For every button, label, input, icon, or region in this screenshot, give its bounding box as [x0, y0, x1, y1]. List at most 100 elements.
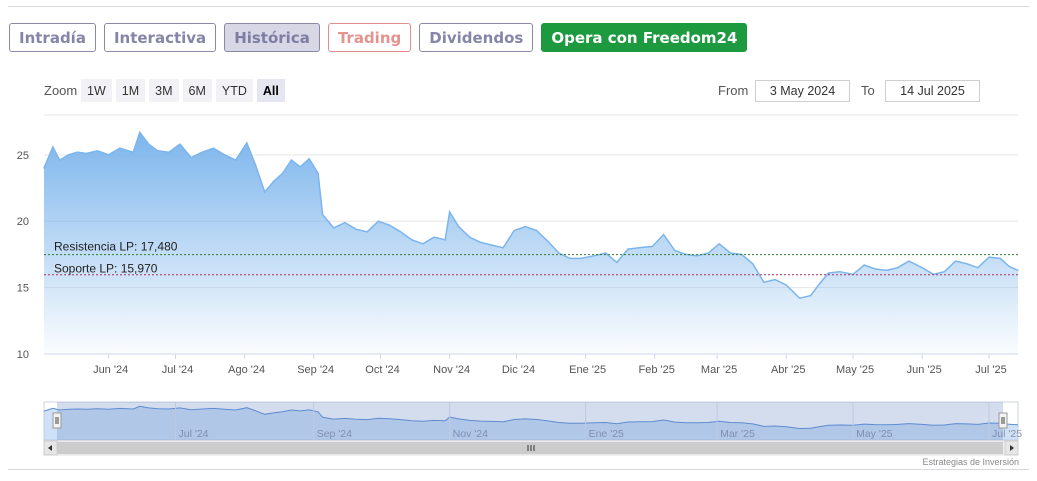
- price-point: [480, 241, 482, 244]
- price-point: [707, 252, 709, 254]
- price-point: [290, 159, 292, 161]
- price-point: [616, 261, 618, 263]
- zoom-label: Zoom: [44, 83, 78, 98]
- arrow-left-icon: [48, 445, 52, 451]
- price-point: [433, 236, 435, 238]
- price-point: [966, 263, 968, 265]
- price-point: [59, 159, 61, 161]
- y-tick-label: 20: [17, 216, 29, 228]
- resistance-label: Resistencia LP: 17,480: [54, 240, 178, 254]
- navigator-right-handle[interactable]: [998, 412, 1008, 429]
- price-point: [810, 295, 812, 297]
- price-point: [223, 154, 226, 156]
- price-point: [627, 248, 629, 250]
- x-tick-label: Ago '24: [228, 364, 265, 376]
- price-point: [119, 147, 121, 149]
- freedom24-cta-button[interactable]: Opera con Freedom24: [541, 23, 748, 52]
- scrollbar-thumb[interactable]: [57, 442, 1003, 454]
- price-point: [752, 263, 754, 265]
- price-point: [273, 180, 275, 182]
- price-area: [44, 132, 1018, 354]
- price-point: [696, 255, 698, 257]
- price-point: [52, 146, 54, 148]
- price-point: [388, 224, 391, 226]
- zoom-1m-button[interactable]: 1M: [115, 79, 146, 102]
- range-to-input[interactable]: 14 Jul 2025: [885, 80, 980, 102]
- price-point: [547, 240, 549, 242]
- range-from-label: From: [718, 83, 749, 98]
- y-tick-label: 25: [17, 150, 29, 162]
- x-tick-label: Mar '25: [701, 364, 737, 376]
- y-tick-label: 10: [17, 349, 29, 361]
- price-point: [96, 150, 99, 152]
- price-point: [491, 244, 493, 246]
- zoom-6m-button[interactable]: 6M: [182, 79, 212, 102]
- arrow-right-icon: [1010, 445, 1014, 451]
- x-tick-label: Ene '25: [569, 364, 606, 376]
- price-point: [897, 267, 899, 269]
- zoom-1w-button[interactable]: 1W: [81, 79, 112, 102]
- price-point: [212, 147, 214, 149]
- price-point: [108, 154, 110, 156]
- price-point: [344, 222, 346, 224]
- x-tick-label: Sep '24: [297, 364, 334, 376]
- price-point: [921, 267, 923, 269]
- price-point: [863, 264, 865, 266]
- x-tick-label: Dic '24: [502, 364, 535, 376]
- zoom-3m-button[interactable]: 3M: [149, 79, 179, 102]
- x-tick-label: Oct '24: [365, 364, 400, 376]
- navigator-tick-label: Jul '24: [179, 428, 209, 440]
- x-tick-label: Jun '25: [907, 364, 942, 376]
- navigator-left-handle[interactable]: [52, 412, 62, 429]
- range-from-input[interactable]: 3 May 2024: [755, 80, 850, 102]
- tab-historica[interactable]: Histórica: [224, 23, 320, 52]
- price-point: [729, 252, 732, 254]
- price-point: [235, 159, 237, 161]
- tab-interactiva[interactable]: Interactiva: [103, 23, 217, 52]
- price-point: [148, 143, 150, 145]
- price-point: [179, 143, 181, 145]
- tab-intradia[interactable]: Intradía: [9, 23, 96, 52]
- price-point: [1017, 269, 1019, 271]
- price-point: [1008, 265, 1010, 267]
- price-point: [763, 281, 765, 283]
- price-point: [333, 227, 335, 229]
- price-point: [955, 260, 957, 262]
- price-point: [355, 228, 357, 230]
- handle-body: [998, 412, 1008, 429]
- price-point: [988, 256, 990, 258]
- price-point: [819, 283, 821, 285]
- zoom-ytd-button[interactable]: YTD: [215, 79, 253, 102]
- x-tick-label: Nov '24: [433, 364, 470, 376]
- price-point: [469, 236, 471, 238]
- price-point: [651, 245, 654, 247]
- navigator-line: [43, 405, 1019, 430]
- zoom-all-button[interactable]: All: [256, 79, 285, 102]
- price-point: [674, 249, 676, 251]
- price-point: [785, 284, 787, 286]
- price-point: [839, 271, 841, 273]
- tab-dividendos[interactable]: Dividendos: [419, 23, 534, 52]
- price-point: [580, 257, 582, 259]
- chart-tabs: Intradía Interactiva Histórica Trading D…: [9, 23, 748, 52]
- chart-credit: Estrategias de Inversión: [922, 457, 1019, 467]
- price-point: [400, 231, 402, 233]
- price-point: [43, 167, 45, 169]
- price-point: [458, 225, 460, 228]
- price-point: [322, 214, 324, 216]
- price-point: [190, 156, 192, 159]
- price-point: [411, 239, 413, 241]
- navigator-area: [44, 406, 1018, 440]
- price-point: [799, 297, 801, 299]
- navigator-tick-label: Nov '24: [453, 428, 488, 440]
- navigator-selection: [57, 402, 1003, 440]
- price-point: [168, 151, 170, 153]
- price-point: [524, 225, 527, 228]
- tab-trading[interactable]: Trading: [327, 23, 412, 52]
- price-point: [449, 211, 451, 213]
- price-point: [827, 272, 830, 274]
- navigator-tick-label: Mar '25: [720, 428, 755, 440]
- price-point: [874, 268, 877, 270]
- x-tick-label: Feb '25: [639, 364, 675, 376]
- price-point: [377, 220, 379, 222]
